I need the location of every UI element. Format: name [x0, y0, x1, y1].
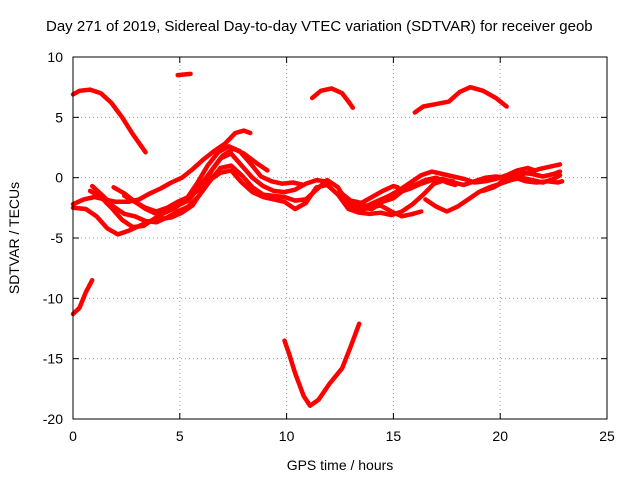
series-track-19 — [497, 169, 563, 185]
y-tick-label: -15 — [43, 351, 63, 367]
y-tick-label: -10 — [43, 290, 63, 306]
series-track-1 — [70, 87, 148, 155]
chart-title: Day 271 of 2019, Sidereal Day-to-day VTE… — [46, 18, 593, 35]
x-tick-label: 5 — [176, 428, 184, 444]
x-tick-label: 15 — [386, 428, 402, 444]
series-track-6 — [282, 321, 362, 408]
y-tick-label: 10 — [47, 49, 63, 65]
y-tick-label: 0 — [55, 170, 63, 186]
x-axis-label: GPS time / hours — [287, 457, 394, 473]
x-tick-label: 0 — [69, 428, 77, 444]
x-tick-label: 20 — [492, 428, 508, 444]
series-track-3 — [309, 86, 356, 110]
series-track-16 — [386, 162, 563, 200]
tick-marks — [72, 56, 608, 420]
series-track-4 — [412, 84, 509, 115]
grid-lines — [73, 57, 607, 419]
y-tick-label: -20 — [43, 411, 63, 427]
series-track-5 — [70, 277, 95, 317]
series-track-9 — [87, 144, 306, 230]
series-track-18 — [480, 175, 565, 194]
x-tick-label: 25 — [599, 428, 615, 444]
series-track-2 — [175, 71, 193, 78]
series-track-15 — [337, 183, 400, 206]
y-tick-label: 5 — [55, 109, 63, 125]
y-axis-label: SDTVAR / TECUs — [6, 182, 22, 294]
x-tick-label: 10 — [279, 428, 295, 444]
data-series — [70, 71, 565, 408]
series-track-12 — [122, 168, 456, 218]
y-tick-label: -5 — [51, 230, 64, 246]
series-track-13 — [344, 165, 537, 209]
